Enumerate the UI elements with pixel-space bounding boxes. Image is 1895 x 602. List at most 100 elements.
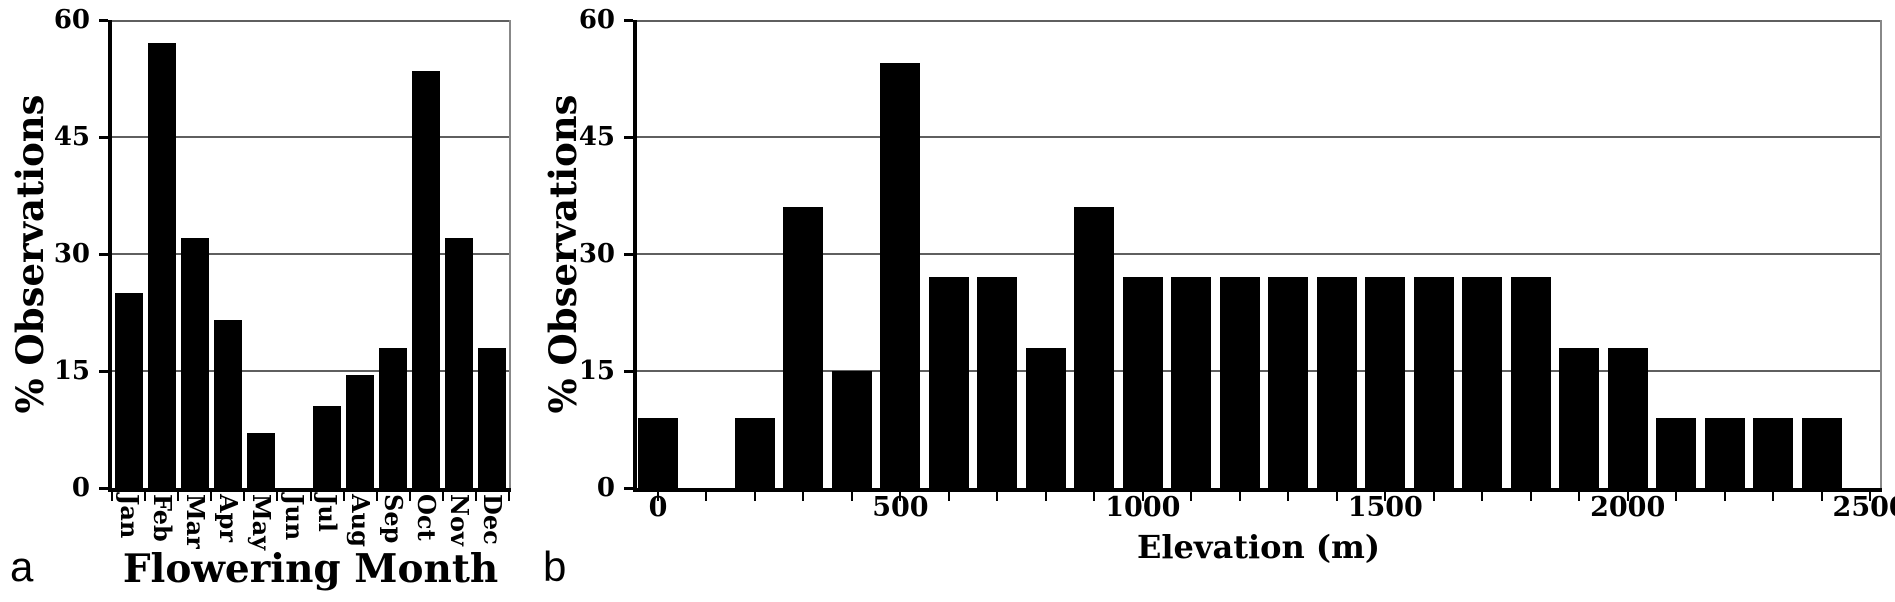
bar (1025, 347, 1066, 488)
bar (1656, 417, 1697, 488)
gridline (637, 136, 1880, 138)
bar (1462, 277, 1503, 488)
bar (478, 347, 507, 488)
bar (977, 277, 1018, 488)
y-axis-line (633, 20, 637, 492)
bar (1801, 417, 1842, 488)
y-tick-label: 30 (578, 239, 615, 269)
x-tick (1481, 492, 1484, 501)
y-tick-label: 15 (578, 356, 615, 386)
bar (379, 347, 408, 488)
month-label: Jun (279, 494, 309, 541)
x-tick (309, 492, 312, 501)
month-label: Dec (478, 494, 508, 545)
x-tick (899, 492, 902, 501)
x-tick (408, 492, 411, 501)
panel-b-x-axis-title: Elevation (m) (1136, 528, 1381, 566)
x-tick (1093, 492, 1096, 501)
bar (831, 371, 872, 488)
month-label: May (246, 494, 276, 551)
bar (1316, 277, 1357, 488)
month-label: Apr (213, 494, 243, 543)
x-tick (177, 492, 180, 501)
y-tick-label: 60 (578, 5, 615, 35)
x-tick (802, 492, 805, 501)
bar (180, 238, 209, 488)
y-tick-label: 0 (71, 473, 90, 503)
x-tick (1869, 492, 1872, 501)
x-tick (1529, 492, 1532, 501)
y-tick-label: 60 (53, 5, 90, 35)
gridline (112, 253, 509, 255)
bar (213, 320, 242, 488)
y-tick (624, 253, 633, 256)
x-tick (144, 492, 147, 501)
y-tick (624, 487, 633, 490)
month-label: Aug (346, 494, 376, 547)
month-label: Nov (445, 494, 475, 546)
x-tick (210, 492, 213, 501)
x-tick (1432, 492, 1435, 501)
bar (734, 417, 775, 488)
x-tick (1578, 492, 1581, 501)
bar (638, 417, 678, 488)
month-label: Mar (180, 494, 210, 549)
y-tick-label: 45 (578, 122, 615, 152)
x-tick (850, 492, 853, 501)
x-tick (1626, 492, 1629, 501)
y-tick (624, 370, 633, 373)
month-label: Jan (114, 494, 144, 539)
bar (1753, 417, 1794, 488)
bar (114, 293, 143, 488)
panel-a-x-axis-title: Flowering Month (122, 546, 499, 592)
x-tick (753, 492, 756, 501)
x-tick-label: 0 (648, 492, 668, 523)
month-label: Feb (147, 494, 177, 542)
plot-top-border (637, 20, 1882, 22)
bar (1559, 347, 1600, 488)
month-label: Sep (379, 494, 409, 544)
x-tick-label: 2500 (1832, 492, 1895, 523)
x-tick (243, 492, 246, 501)
bar (783, 207, 824, 488)
bar (1607, 347, 1648, 488)
x-tick (657, 492, 659, 501)
panel-b-letter: b (543, 543, 567, 590)
x-tick (1238, 492, 1241, 501)
bar (1219, 277, 1260, 488)
x-tick (1723, 492, 1726, 501)
x-tick (705, 492, 708, 501)
bar (928, 277, 969, 488)
y-tick (99, 370, 108, 373)
x-tick (1820, 492, 1823, 501)
y-tick-label: 0 (596, 473, 615, 503)
y-tick-label: 30 (53, 239, 90, 269)
y-axis-line (108, 20, 112, 492)
bar (1122, 277, 1163, 488)
x-tick (276, 492, 279, 501)
x-tick-label: 500 (872, 492, 929, 523)
x-tick (1044, 492, 1047, 501)
bar (1365, 277, 1406, 488)
y-tick-label: 45 (53, 122, 90, 152)
y-tick (99, 253, 108, 256)
x-tick (1287, 492, 1290, 501)
y-tick (624, 136, 633, 139)
y-tick (624, 19, 633, 22)
plot-top-border (112, 20, 511, 22)
bar (412, 70, 441, 488)
panel-a-letter: a (10, 543, 34, 590)
x-tick-label: 2000 (1590, 492, 1666, 523)
bar (1704, 417, 1745, 488)
bar (147, 43, 176, 488)
x-tick (111, 492, 113, 501)
x-tick (1772, 492, 1775, 501)
x-tick (1335, 492, 1338, 501)
x-tick (441, 492, 444, 501)
x-tick (1141, 492, 1144, 501)
bar (1074, 207, 1115, 488)
y-tick-label: 15 (53, 356, 90, 386)
gridline (112, 136, 509, 138)
month-label: Oct (412, 494, 442, 541)
